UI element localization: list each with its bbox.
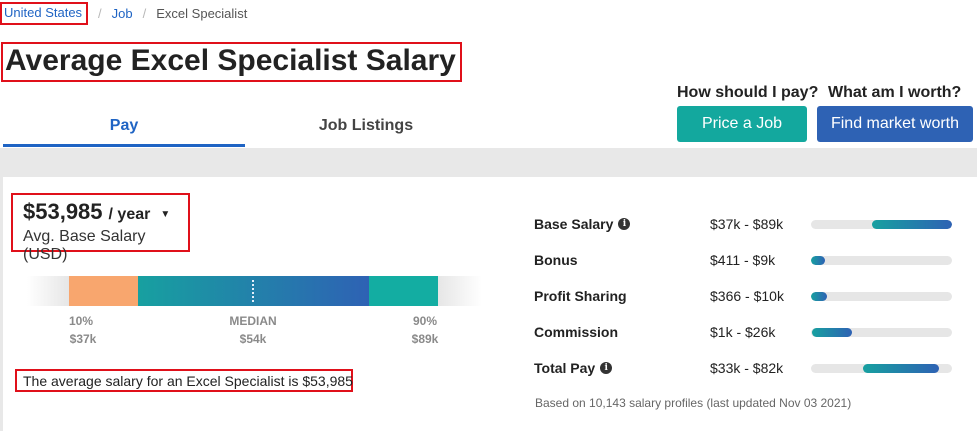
pay-row: Commission $1k - $26k: [534, 324, 964, 344]
info-icon[interactable]: i: [600, 362, 613, 374]
pay-row: Profit Sharing $366 - $10k: [534, 288, 964, 308]
worth-question: What am I worth?: [828, 84, 962, 101]
pay-row-label: Profit Sharing: [534, 288, 627, 304]
range-high-value: $89k: [411, 332, 439, 346]
pay-row-track: [811, 256, 952, 265]
pay-row-label: Commission: [534, 324, 619, 340]
pay-row-fill: [863, 364, 940, 373]
range-bar-high-segment: [369, 276, 438, 306]
range-median-label: MEDIAN: [229, 314, 277, 328]
pay-row-label: Bonus: [534, 252, 578, 268]
range-bar-fade-right: [438, 276, 482, 306]
salary-footnote: Based on 10,143 salary profiles (last up…: [535, 396, 852, 410]
pay-row-range: $33k - $82k: [710, 360, 784, 376]
pay-question: How should I pay?: [677, 84, 819, 101]
range-bar-fade-left: [27, 276, 69, 306]
info-icon[interactable]: i: [618, 218, 631, 230]
average-salary-amount: $53,985: [23, 199, 103, 224]
range-bar-low-segment: [69, 276, 138, 306]
pay-row-fill: [811, 256, 826, 265]
price-a-job-button[interactable]: Price a Job: [677, 106, 807, 142]
breadcrumb: United States / Job / Excel Specialist: [0, 0, 247, 27]
breadcrumb-job[interactable]: Job: [111, 6, 133, 21]
page-title: Average Excel Specialist Salary: [1, 42, 462, 82]
pay-row-label: Base Salary: [534, 216, 614, 232]
pay-row: Bonus $411 - $9k: [534, 252, 964, 272]
range-high-percentile: 90%: [412, 314, 438, 328]
pay-row-range: $1k - $26k: [710, 324, 776, 340]
pay-row-range: $411 - $9k: [710, 252, 776, 268]
breadcrumb-united-states[interactable]: United States: [0, 2, 89, 25]
range-low-value: $37k: [69, 332, 97, 346]
pay-row-track: [811, 292, 952, 301]
average-salary-note: The average salary for an Excel Speciali…: [15, 369, 353, 392]
tab-pay[interactable]: Pay: [3, 106, 245, 147]
average-salary-caption: Avg. Base Salary (USD): [23, 228, 146, 263]
range-low-percentile: 10%: [68, 314, 94, 328]
pay-row: Base Salary i $37k - $89k: [534, 216, 964, 236]
caret-down-icon[interactable]: ▼: [160, 209, 171, 220]
range-median-value: $54k: [239, 332, 267, 346]
pay-row: Total Pay i $33k - $82k: [534, 360, 964, 380]
pay-row-fill: [811, 292, 827, 301]
breadcrumb-separator: /: [142, 6, 147, 21]
pay-row-range: $366 - $10k: [710, 288, 784, 304]
pay-row-label: Total Pay: [534, 360, 596, 376]
pay-period-selector[interactable]: / year: [108, 206, 151, 223]
breadcrumb-separator: /: [98, 6, 102, 21]
pay-row-track: [811, 220, 952, 229]
breadcrumb-current: Excel Specialist: [156, 6, 248, 21]
pay-row-track: [811, 328, 952, 337]
median-marker: [252, 280, 254, 302]
pay-row-track: [811, 364, 952, 373]
average-salary-box: $53,985 / year ▼ Avg. Base Salary (USD): [11, 193, 190, 263]
pay-row-range: $37k - $89k: [710, 216, 784, 232]
tab-job-listings[interactable]: Job Listings: [318, 117, 414, 134]
pay-row-fill: [871, 220, 952, 229]
pay-row-fill: [812, 328, 852, 337]
find-market-worth-button[interactable]: Find market worth: [817, 106, 973, 142]
